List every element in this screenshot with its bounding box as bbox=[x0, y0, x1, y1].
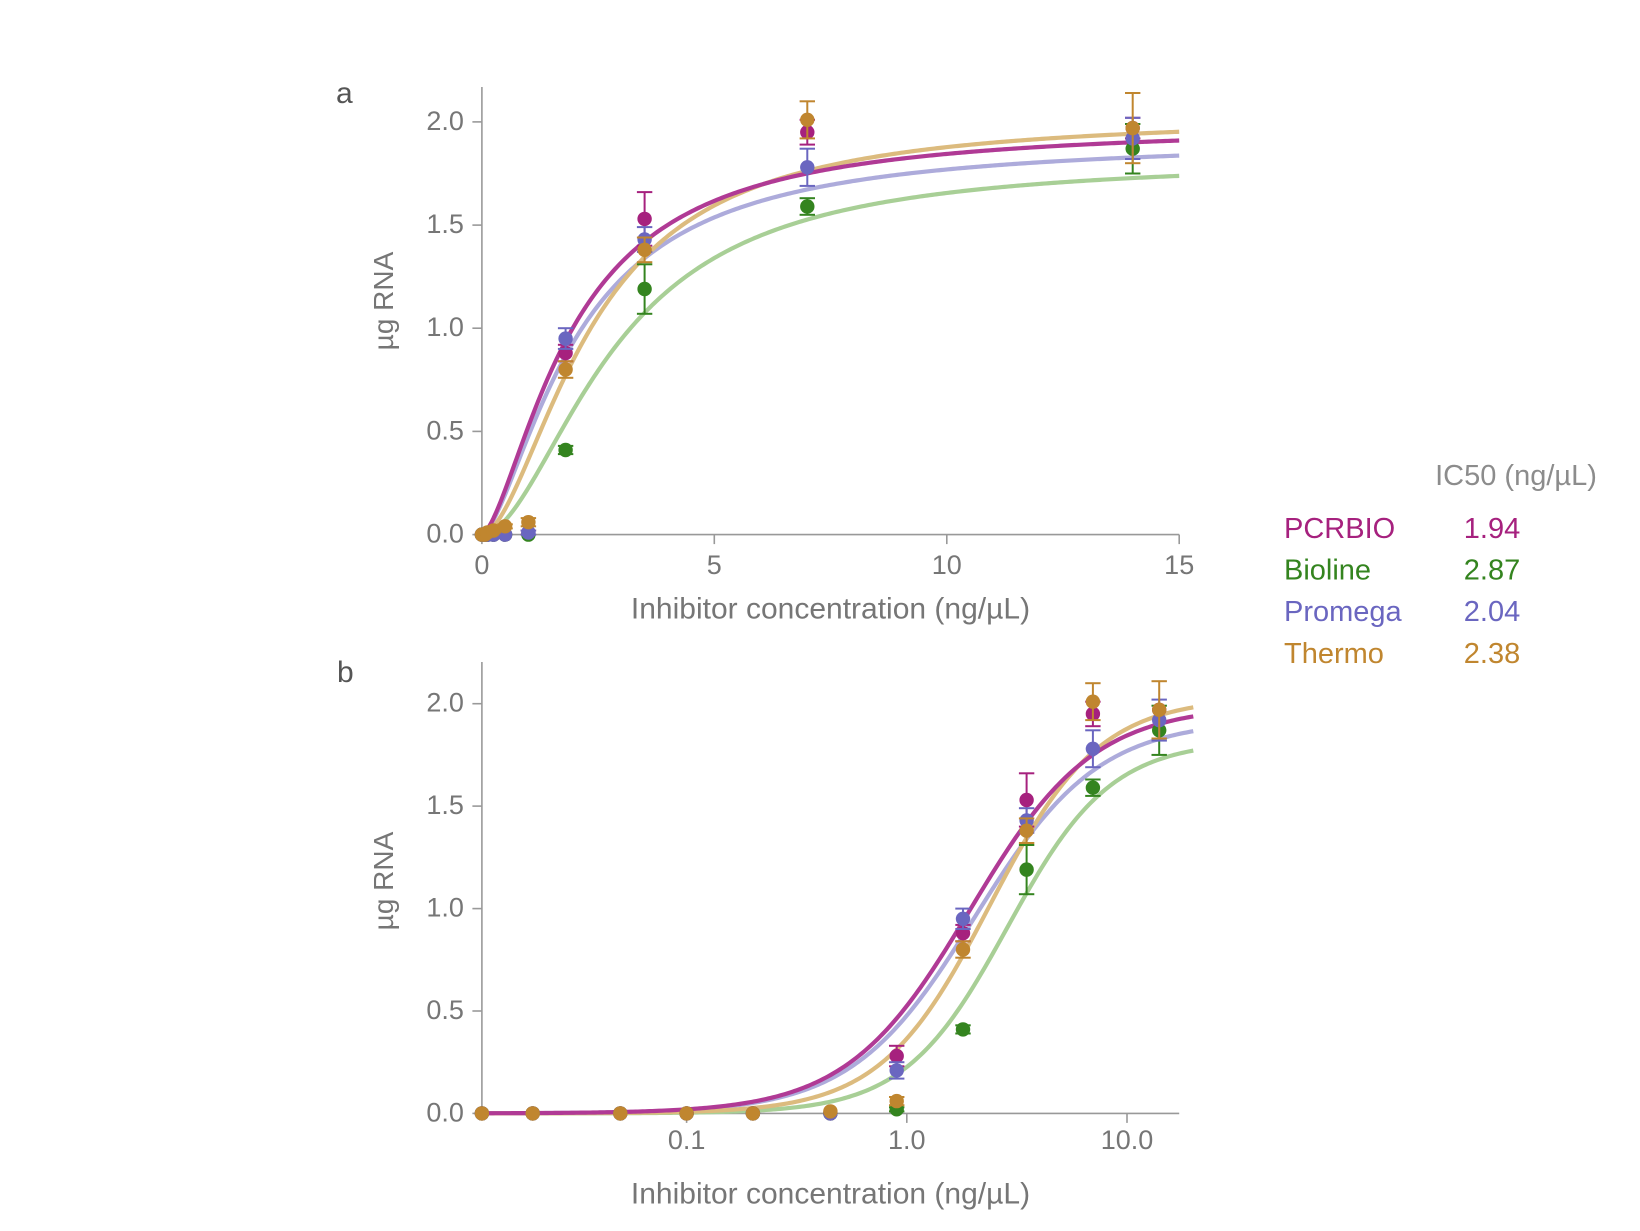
svg-text:0.0: 0.0 bbox=[426, 519, 464, 549]
svg-text:1.0: 1.0 bbox=[426, 312, 464, 342]
svg-text:Inhibitor concentration (ng/µL: Inhibitor concentration (ng/µL) bbox=[631, 1178, 1030, 1211]
svg-text:15: 15 bbox=[1164, 550, 1194, 580]
svg-text:PCRBIO: PCRBIO bbox=[1284, 513, 1395, 545]
svg-text:IC50 (ng/µL): IC50 (ng/µL) bbox=[1435, 460, 1597, 492]
svg-text:µg RNA: µg RNA bbox=[368, 251, 399, 350]
svg-text:1.0: 1.0 bbox=[888, 1125, 926, 1155]
svg-text:10: 10 bbox=[932, 550, 962, 580]
svg-text:Thermo: Thermo bbox=[1284, 638, 1384, 670]
svg-text:10.0: 10.0 bbox=[1101, 1125, 1154, 1155]
svg-text:Bioline: Bioline bbox=[1284, 555, 1371, 587]
svg-text:0.0: 0.0 bbox=[426, 1097, 464, 1127]
svg-text:0.1: 0.1 bbox=[668, 1125, 706, 1155]
svg-text:2.04: 2.04 bbox=[1464, 596, 1520, 628]
svg-text:Promega: Promega bbox=[1284, 596, 1403, 628]
svg-text:2.38: 2.38 bbox=[1464, 638, 1520, 670]
svg-text:0: 0 bbox=[474, 550, 489, 580]
svg-text:a: a bbox=[336, 77, 353, 110]
svg-text:2.87: 2.87 bbox=[1464, 555, 1520, 587]
svg-text:0.5: 0.5 bbox=[426, 415, 464, 445]
svg-text:5: 5 bbox=[707, 550, 722, 580]
svg-text:1.94: 1.94 bbox=[1464, 513, 1520, 545]
svg-text:1.0: 1.0 bbox=[426, 893, 464, 923]
svg-text:2.0: 2.0 bbox=[426, 688, 464, 718]
svg-text:µg RNA: µg RNA bbox=[368, 831, 399, 930]
svg-text:1.5: 1.5 bbox=[426, 209, 464, 239]
svg-text:2.0: 2.0 bbox=[426, 106, 464, 136]
svg-text:b: b bbox=[337, 656, 354, 689]
svg-text:0.5: 0.5 bbox=[426, 995, 464, 1025]
svg-text:Inhibitor concentration (ng/µL: Inhibitor concentration (ng/µL) bbox=[631, 592, 1030, 625]
svg-text:1.5: 1.5 bbox=[426, 790, 464, 820]
